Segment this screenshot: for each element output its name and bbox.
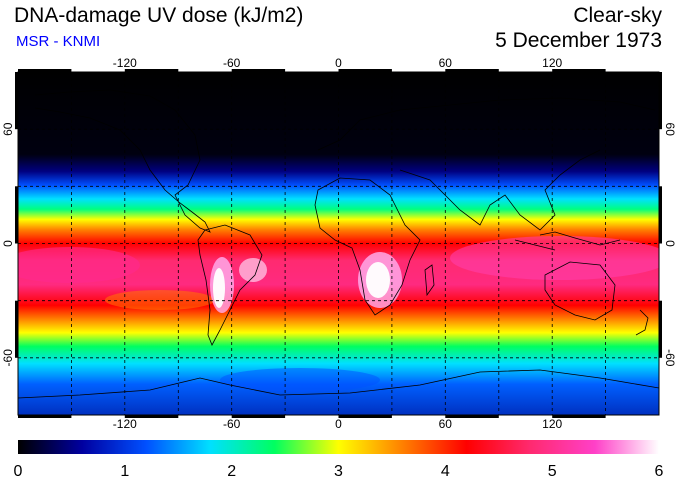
colorbar-label: 4 — [441, 463, 450, 480]
uv-dose-field — [18, 72, 659, 415]
colorbar-labels: 0 1 2 3 4 5 6 — [14, 463, 664, 480]
frame-checker-top — [18, 69, 606, 72]
lat-label: 0 — [663, 240, 677, 247]
lat-label: 60 — [663, 123, 677, 137]
lat-label: 60 — [1, 122, 15, 136]
lon-label: -120 — [113, 417, 137, 431]
lon-label: 60 — [439, 417, 453, 431]
colorbar-label: 0 — [14, 463, 23, 480]
coastline-new-zealand — [635, 309, 649, 336]
lon-label: -120 — [113, 56, 137, 70]
coastline-south-america — [197, 224, 263, 346]
coastline-madagascar — [424, 264, 435, 297]
sky-condition-label: Clear-sky — [573, 4, 662, 27]
date-label: 5 December 1973 — [495, 29, 662, 52]
lon-labels-bottom: -120 -60 0 60 120 — [113, 417, 563, 431]
lon-label: -60 — [223, 56, 241, 70]
lon-label: 0 — [335, 56, 342, 70]
frame-checker-bottom — [18, 415, 606, 418]
lat-labels-right: 60 0 -60 — [663, 123, 677, 367]
lon-label: 0 — [335, 417, 342, 431]
lon-label: 60 — [439, 56, 453, 70]
coastlines — [18, 89, 659, 399]
colorbar-label: 2 — [227, 463, 236, 480]
coastline-africa — [314, 177, 421, 316]
source-label: MSR - KNMI — [16, 33, 101, 50]
colorbar — [18, 440, 659, 454]
coastline-australia — [544, 261, 616, 321]
colorbar-label: 6 — [655, 463, 664, 480]
colorbar-label: 5 — [548, 463, 557, 480]
lon-label: 120 — [542, 417, 562, 431]
frame-checker-right — [659, 72, 662, 358]
lat-label: -60 — [1, 349, 15, 367]
colorbar-label: 3 — [334, 463, 343, 480]
coastline-antarctica — [18, 369, 659, 399]
frame-checker-left — [15, 72, 18, 358]
lat-label: 0 — [1, 240, 15, 247]
colorbar-label: 1 — [120, 463, 129, 480]
lat-labels-left: 60 0 -60 — [1, 122, 15, 366]
map-title: DNA-damage UV dose (kJ/m2) — [14, 4, 304, 27]
lat-label: -60 — [663, 349, 677, 367]
lon-labels-top: -120 -60 0 60 120 — [113, 56, 563, 70]
coastline-eurasia — [317, 97, 656, 231]
lon-label: -60 — [223, 417, 241, 431]
lon-label: 120 — [542, 56, 562, 70]
graticule — [18, 72, 659, 415]
